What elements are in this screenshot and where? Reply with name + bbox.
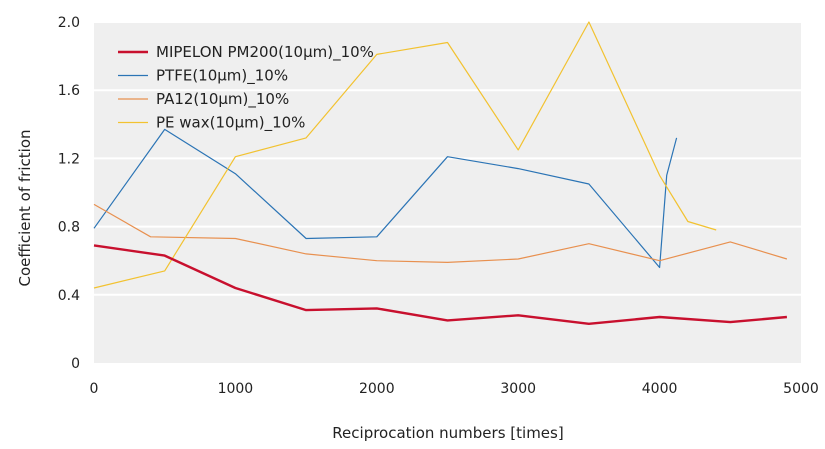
legend-label-1: PTFE(10µm)_10% (156, 67, 288, 86)
x-tick-label: 1000 (218, 381, 254, 397)
series-layer (93, 21, 788, 325)
legend-label-0: MIPELON PM200(10µm)_10% (156, 43, 374, 62)
y-tick-label: 0.4 (58, 288, 80, 304)
y-tick-label: 1.2 (58, 151, 80, 167)
legend-label-3: PE wax(10µm)_10% (156, 114, 305, 133)
series-line-1 (93, 128, 678, 269)
x-tick-label: 5000 (783, 381, 819, 397)
series-line-2 (93, 203, 788, 263)
legend: MIPELON PM200(10µm)_10% PTFE(10µm)_10% PA1… (118, 43, 374, 133)
x-axis-title: Reciprocation numbers [times] (332, 424, 563, 442)
plot-area-background (94, 22, 801, 363)
y-tick-label: 2.0 (58, 15, 80, 31)
y-tick-label: 1.6 (58, 83, 80, 99)
y-tick-label: 0.8 (58, 220, 80, 236)
series-line-3 (93, 21, 717, 289)
legend-label-2: PA12(10µm)_10% (156, 90, 289, 109)
x-tick-label: 2000 (359, 381, 395, 397)
y-axis-title: Coefficient of friction (16, 129, 34, 286)
x-tick-label: 0 (90, 381, 99, 397)
y-tick-label: 0 (71, 356, 80, 372)
x-tick-label: 3000 (500, 381, 536, 397)
y-axis-ticks: 0 0.4 0.8 1.2 1.6 2.0 (58, 15, 80, 372)
x-axis-ticks: 0 1000 2000 3000 4000 5000 (90, 381, 819, 397)
series-line-0 (93, 244, 788, 325)
x-tick-label: 4000 (642, 381, 678, 397)
